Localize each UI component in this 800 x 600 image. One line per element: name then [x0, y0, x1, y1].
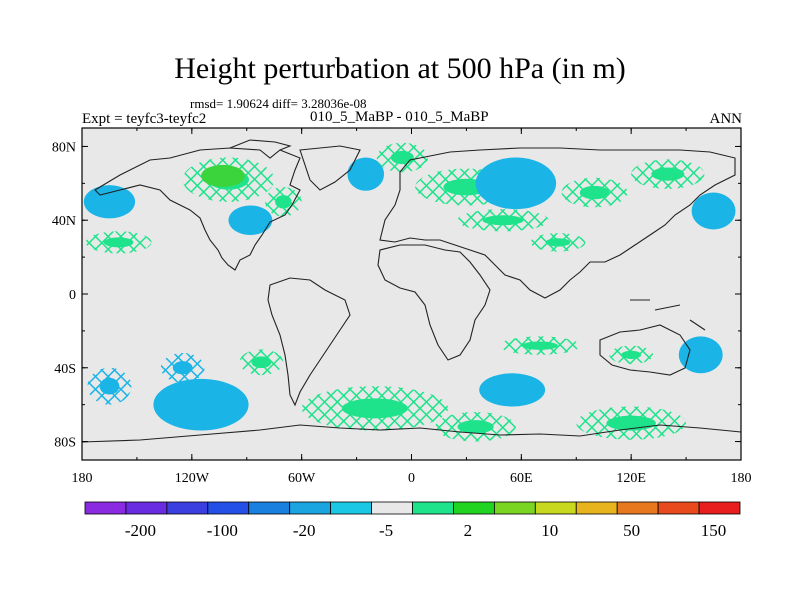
anomaly-core-blue: [172, 361, 193, 375]
colorbar-label: 10: [541, 521, 558, 540]
colorbar-label: 150: [701, 521, 727, 540]
lat-tick-label: 80N: [52, 140, 76, 155]
lon-tick-label: 180: [731, 471, 752, 486]
stats-label: rmsd= 1.90624 diff= 3.28036e-08: [190, 96, 367, 111]
anomaly-region-blue: [228, 205, 273, 235]
lon-tick-label: 0: [408, 471, 415, 486]
colorbar-swatch: [166, 501, 209, 515]
lon-tick-label: 60E: [510, 471, 533, 486]
case-label: 010_5_MaBP - 010_5_MaBP: [310, 109, 489, 125]
lon-tick-label: 120W: [175, 471, 210, 486]
colorbar-swatch: [289, 501, 332, 515]
anomaly-core-green: [521, 341, 558, 350]
anomaly-region-blue: [153, 378, 249, 431]
coast-antarctica: [82, 424, 741, 443]
lat-tick-label: 0: [69, 288, 76, 303]
colorbar-swatch: [248, 501, 291, 515]
anomaly-region-blue: [475, 157, 557, 210]
anomaly-region-blue: [83, 185, 136, 219]
coast-arctic-islands: [229, 139, 292, 151]
colorbar-swatch: [657, 501, 700, 515]
season-label: ANN: [709, 111, 743, 127]
colorbar-swatch: [534, 501, 577, 515]
coast-greenland: [299, 145, 361, 191]
coast-south-america: [267, 277, 351, 407]
colorbar-swatch: [493, 501, 536, 515]
anomaly-core-green: [579, 185, 610, 200]
colorbar-label: 50: [623, 521, 640, 540]
colorbar-label: -5: [379, 521, 393, 540]
anomaly-core-green: [621, 350, 642, 360]
colorbar-swatch: [412, 501, 454, 515]
longitude-axis: 180 120W 60W 0 60E 120E 180: [72, 128, 752, 486]
colorbar-label: -20: [293, 521, 316, 540]
colorbar-swatch: [330, 501, 372, 515]
anomaly-core-green: [545, 238, 571, 247]
anomaly-region-blue: [678, 336, 723, 374]
anomaly-core-green: [341, 398, 408, 419]
anomaly-region-blue: [479, 373, 546, 407]
lat-tick-label: 80S: [54, 436, 76, 451]
colorbar-swatch: [371, 501, 413, 515]
colorbar-label: 2: [464, 521, 473, 540]
anomaly-region-lime: [200, 164, 245, 188]
experiment-label: Expt = teyfc3-teyfc2: [82, 111, 207, 127]
perturbation-field: [83, 142, 736, 442]
colorbar-swatch: [575, 501, 618, 515]
coast-islands-se-asia: [630, 299, 706, 331]
lon-tick-label: 180: [72, 471, 93, 486]
coastlines: [82, 139, 741, 443]
anomaly-core-green: [482, 215, 524, 226]
coast-australia: [599, 324, 691, 376]
lon-tick-label: 120E: [616, 471, 646, 486]
colorbar-swatch: [453, 501, 495, 515]
lon-tick-label: 60W: [288, 471, 316, 486]
anomaly-region-blue: [347, 157, 385, 191]
anomaly-core-green: [457, 420, 494, 434]
coast-north-america: [94, 147, 301, 271]
colorbar-swatch: [84, 501, 127, 515]
plot-title: Height perturbation at 500 hPa (in m): [174, 52, 626, 85]
coast-eurasia: [379, 147, 736, 299]
colorbar-swatch: [207, 501, 250, 515]
lat-tick-label: 40S: [54, 362, 76, 377]
colorbar-label: -100: [207, 521, 238, 540]
anomaly-core-blue: [99, 377, 120, 395]
colorbar-label: -200: [125, 521, 156, 540]
colorbar-swatch: [125, 501, 168, 515]
anomaly-region-blue: [691, 192, 736, 230]
lat-tick-label: 40N: [52, 214, 76, 229]
anomaly-core-green: [251, 356, 272, 369]
colorbar-swatch: [616, 501, 659, 515]
anomaly-core-green: [651, 167, 685, 181]
latitude-axis: 80N 40N 0 40S 80S: [52, 140, 741, 451]
anomaly-core-green: [390, 150, 414, 165]
colorbar: -200 -100 -20 -5 2 10 50 150: [84, 501, 741, 540]
anomaly-core-green: [275, 195, 292, 209]
anomaly-core-green: [103, 237, 134, 248]
coast-africa: [377, 244, 491, 361]
colorbar-swatch: [698, 501, 741, 515]
